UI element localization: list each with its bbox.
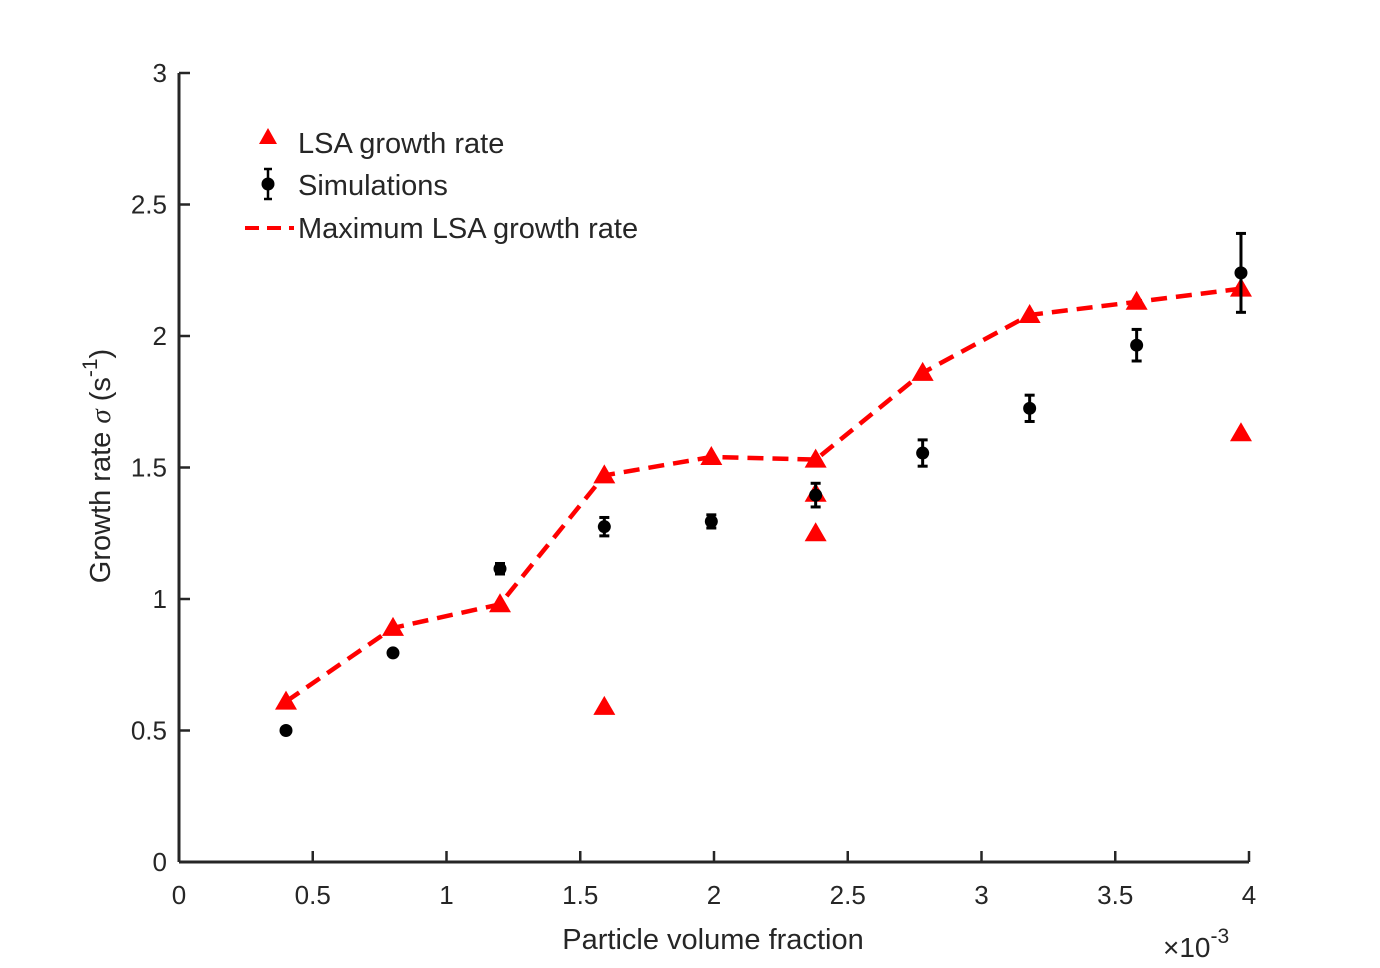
y-label-sigma: σ xyxy=(85,408,117,424)
x-tick-label: 1 xyxy=(439,880,453,910)
y-axis-label: Growth rate σ (s-1) xyxy=(79,349,117,583)
simulation-point xyxy=(493,561,507,576)
x-tick-label: 3.5 xyxy=(1097,880,1133,910)
simulation-point xyxy=(1023,393,1037,423)
x-tick-label: 0.5 xyxy=(295,880,331,910)
legend-item-max-lsa: Maximum LSA growth rate xyxy=(245,213,638,245)
simulation-point xyxy=(597,515,611,538)
simulation-marker xyxy=(704,514,718,528)
lsa-point xyxy=(489,593,511,613)
x-tick-label: 0 xyxy=(172,880,186,910)
y-label-close: ) xyxy=(85,349,117,359)
y-tick-label: 1 xyxy=(153,584,167,614)
lsa-point xyxy=(911,361,934,381)
simulation-marker xyxy=(809,488,823,502)
lsa-point xyxy=(593,464,616,484)
simulation-marker xyxy=(1130,338,1144,352)
lsa-point xyxy=(1229,422,1252,442)
legend: LSA growth rate Simulations Maximum LSA … xyxy=(245,128,638,245)
simulation-point xyxy=(916,438,930,468)
simulation-marker xyxy=(493,562,507,576)
x-tick-label: 3 xyxy=(974,880,988,910)
simulation-point xyxy=(386,646,400,660)
y-tick-label: 0 xyxy=(153,847,167,877)
simulation-point xyxy=(1130,327,1144,363)
y-tick-label: 2 xyxy=(153,321,167,351)
legend-item-lsa: LSA growth rate xyxy=(259,128,504,160)
x-tick-label: 1.5 xyxy=(562,880,598,910)
y-label-unit: (s xyxy=(85,377,117,409)
simulation-marker xyxy=(386,646,400,660)
lsa-point xyxy=(700,445,723,465)
lsa-point xyxy=(593,695,616,715)
simulation-marker xyxy=(597,520,611,534)
x-multiplier-base: ×10 xyxy=(1163,932,1211,963)
simulation-point xyxy=(279,724,293,737)
simulation-point xyxy=(809,481,823,509)
y-tick-label: 3 xyxy=(153,58,167,88)
simulation-marker xyxy=(916,446,930,460)
simulation-point xyxy=(1234,231,1248,314)
x-axis-multiplier: ×10-3 xyxy=(1163,925,1229,963)
x-tick-label: 4 xyxy=(1242,880,1256,910)
lsa-point xyxy=(382,616,404,636)
max-lsa-growth-rate-line xyxy=(284,286,1242,704)
y-label-exponent: -1 xyxy=(79,358,102,377)
legend-label-max-lsa: Maximum LSA growth rate xyxy=(298,213,638,245)
legend-errorbar-icon xyxy=(261,167,275,201)
lsa-point xyxy=(804,448,827,468)
lsa-point xyxy=(275,690,297,710)
ticks: 0 0.5 1 1.5 2 2.5 3 3.5 4 0 0.5 1 1.5 2 2.5 3 xyxy=(131,58,1256,910)
legend-label-lsa: LSA growth rate xyxy=(298,128,504,160)
simulation-marker xyxy=(279,724,293,737)
legend-triangle-icon xyxy=(259,128,277,144)
legend-item-simulations: Simulations xyxy=(261,167,448,202)
y-tick-label: 2.5 xyxy=(131,190,167,220)
x-axis-label: Particle volume fraction xyxy=(562,924,863,956)
max-lsa-line-layer xyxy=(284,286,1242,704)
y-label-text: Growth rate xyxy=(85,424,117,584)
simulation-marker xyxy=(1234,266,1248,280)
lsa-point xyxy=(804,522,827,542)
legend-label-simulations: Simulations xyxy=(298,170,448,202)
simulation-marker xyxy=(1023,401,1037,415)
x-tick-label: 2.5 xyxy=(830,880,866,910)
y-tick-label: 1.5 xyxy=(131,453,167,483)
lsa-marker-layer xyxy=(275,277,1252,715)
simulation-point xyxy=(704,513,718,530)
x-tick-label: 2 xyxy=(707,880,721,910)
simulation-marker-layer xyxy=(279,231,1248,737)
lsa-point xyxy=(1018,303,1041,323)
x-multiplier-exponent: -3 xyxy=(1211,925,1230,948)
y-tick-label: 0.5 xyxy=(131,716,167,746)
lsa-point xyxy=(1125,290,1148,310)
